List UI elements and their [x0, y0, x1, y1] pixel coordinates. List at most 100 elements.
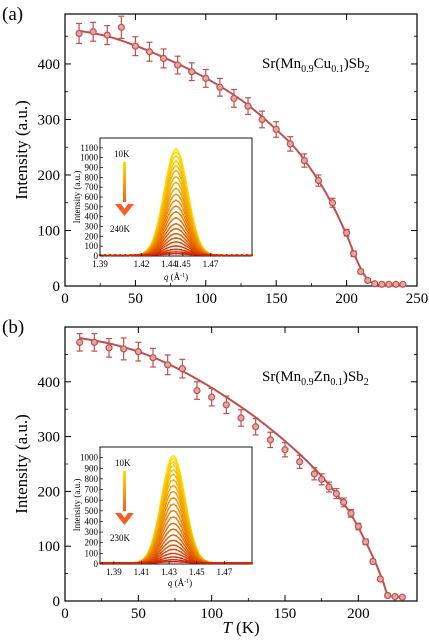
inset-marker [144, 254, 147, 257]
inset-marker [175, 529, 177, 531]
inset-marker [170, 523, 172, 525]
data-marker [369, 557, 377, 566]
data-point [340, 497, 348, 508]
data-point [364, 276, 372, 285]
data-marker [286, 140, 294, 148]
inset-marker [175, 523, 177, 526]
inset-x-tick-label: 1.39 [106, 567, 122, 577]
inset-marker [175, 481, 177, 483]
inset-marker [185, 245, 188, 248]
inset-marker [185, 546, 188, 549]
data-marker [343, 229, 351, 237]
inset-marker [170, 560, 172, 563]
panel-b-data-points [76, 332, 406, 601]
inset-marker [165, 236, 167, 238]
inset-y-tick-label: 100 [85, 548, 99, 558]
inset-marker [170, 238, 172, 241]
inset-marker [220, 254, 223, 257]
inset-marker [225, 562, 228, 564]
inset-marker [175, 222, 177, 225]
inset-marker [175, 159, 177, 162]
inset-marker [190, 244, 193, 247]
inset-marker [180, 245, 183, 248]
data-point [300, 153, 308, 168]
inset-marker [159, 546, 162, 548]
inset-marker [165, 251, 167, 254]
inset-y-tick-label: 100 [85, 241, 99, 251]
inset-y-tick-label: 700 [85, 485, 99, 495]
inset-marker [170, 188, 172, 190]
data-point [230, 88, 238, 108]
inset-marker [159, 556, 162, 559]
y-tick-label: 300 [38, 112, 61, 128]
inset-marker [185, 552, 188, 555]
inset-marker [175, 250, 177, 253]
inset-marker [200, 562, 203, 564]
inset-y-tick-label: 0 [94, 251, 99, 261]
data-point [286, 136, 294, 152]
inset-marker [109, 562, 111, 564]
inset-marker [165, 239, 167, 242]
inset-marker [170, 459, 172, 462]
data-point [208, 387, 216, 407]
inset-marker [180, 234, 183, 237]
data-point [332, 488, 340, 500]
inset-marker [170, 510, 172, 513]
y-tick-label: 400 [38, 375, 61, 391]
inset-marker [200, 254, 203, 256]
inset-x-tick-label: 1.45 [175, 259, 191, 269]
data-point [76, 332, 84, 352]
data-point [378, 280, 386, 288]
data-point [347, 508, 355, 518]
inset-y-tick-label: 200 [85, 231, 99, 241]
inset-marker [139, 254, 142, 257]
data-marker [325, 483, 333, 491]
data-marker [384, 591, 392, 600]
data-marker [237, 414, 245, 422]
panel-a-inset-y-axis-title: Intensity (a.u.) [72, 171, 82, 224]
data-marker [149, 354, 157, 362]
data-marker [193, 386, 201, 395]
inset-marker [175, 193, 177, 196]
inset-marker [185, 247, 188, 250]
inset-marker [180, 209, 183, 212]
inset-marker [175, 467, 177, 469]
panel-a-inset-arrow-shaft [123, 162, 126, 202]
inset-marker [124, 562, 127, 564]
inset-marker [175, 232, 177, 235]
inset-marker [165, 224, 167, 227]
inset-marker [175, 199, 177, 202]
data-point [384, 591, 392, 600]
inset-marker [170, 198, 172, 201]
inset-marker [165, 503, 167, 506]
y-tick-label: 400 [38, 57, 61, 73]
inset-marker [180, 495, 183, 498]
panel-a-inset-temp-low: 240K [110, 224, 131, 234]
data-marker [75, 29, 83, 38]
inset-marker [159, 561, 162, 564]
inset-marker [175, 560, 177, 563]
inset-marker [165, 539, 167, 541]
inset-marker [149, 254, 152, 256]
inset-x-tick-label: 1.45 [189, 567, 205, 577]
inset-marker [170, 245, 172, 248]
data-marker [350, 250, 358, 258]
inset-marker [190, 242, 193, 245]
inset-marker [175, 245, 177, 247]
inset-marker [180, 561, 183, 563]
x-tick-label: 50 [128, 291, 143, 307]
inset-marker [180, 168, 183, 171]
inset-marker [180, 193, 183, 196]
inset-marker [119, 254, 122, 257]
data-marker [310, 470, 318, 478]
data-marker [340, 498, 348, 506]
inset-marker [144, 562, 147, 564]
inset-marker [241, 562, 243, 564]
inset-marker [170, 504, 172, 507]
inset-marker [241, 254, 243, 257]
data-marker [378, 280, 386, 288]
data-point [328, 197, 337, 208]
inset-marker [180, 547, 183, 550]
